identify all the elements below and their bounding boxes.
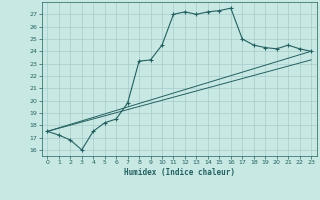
X-axis label: Humidex (Indice chaleur): Humidex (Indice chaleur) <box>124 168 235 177</box>
